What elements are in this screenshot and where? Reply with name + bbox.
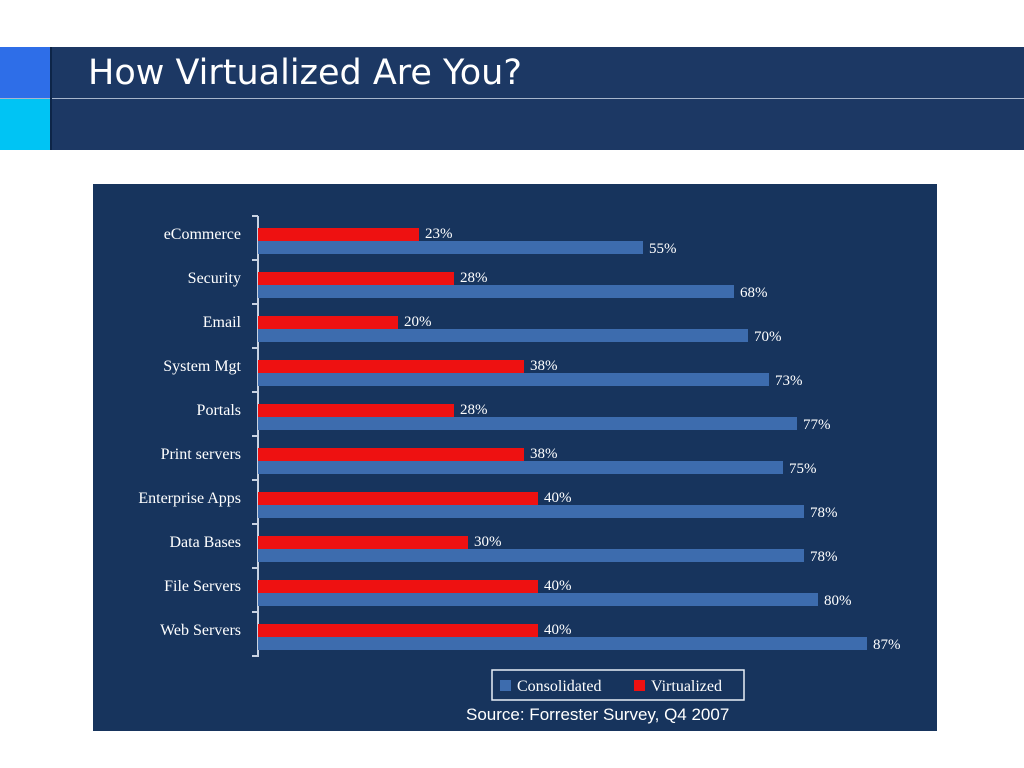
value-label-virtualized-print-servers: 38% [530,446,558,462]
category-label-print-servers: Print servers [161,446,241,463]
category-label-file-servers: File Servers [164,578,241,595]
value-label-consolidated-file-servers: 80% [824,593,852,609]
bar-consolidated-web-servers [258,637,867,650]
bar-virtualized-enterprise-apps [258,492,538,505]
bar-chart: eCommerce Security Email System Mgt Portals P… [138,215,901,724]
chart-source-note: Source: Forrester Survey, Q4 2007 [466,705,729,724]
bar-virtualized-system-mgt [258,360,524,373]
legend: Consolidated Virtualized [491,669,745,701]
bar-virtualized-security [258,272,454,285]
bar-consolidated-file-servers [258,593,818,606]
bar-consolidated-portals [258,417,797,430]
category-label-email: Email [203,314,242,331]
value-label-consolidated-portals: 77% [803,417,831,433]
legend-label-virtualized: Virtualized [651,678,722,695]
bar-virtualized-file-servers [258,580,538,593]
category-labels: eCommerce Security Email System Mgt Portals P… [138,226,241,639]
bar-consolidated-email [258,329,748,342]
category-label-web-servers: Web Servers [160,622,241,639]
bar-virtualized-portals [258,404,454,417]
category-label-enterprise-apps: Enterprise Apps [138,490,241,507]
value-label-virtualized-data-bases: 30% [474,534,502,550]
legend-swatch-consolidated [500,680,511,691]
bar-consolidated-security [258,285,734,298]
legend-box [491,669,745,701]
value-label-virtualized-email: 20% [404,314,432,330]
category-label-data-bases: Data Bases [169,534,241,551]
legend-swatch-virtualized [634,680,645,691]
bar-consolidated-ecommerce [258,241,643,254]
category-label-portals: Portals [197,402,241,419]
bar-series [258,228,867,650]
legend-label-consolidated: Consolidated [517,678,601,695]
bar-virtualized-data-bases [258,536,468,549]
slide-title: How Virtualized Are You? [88,53,522,93]
chart-panel: eCommerce Security Email System Mgt Portals P… [93,184,937,731]
bar-virtualized-ecommerce [258,228,419,241]
value-label-consolidated-email: 70% [754,329,782,345]
value-label-virtualized-ecommerce: 23% [425,226,453,242]
value-label-virtualized-enterprise-apps: 40% [544,490,572,506]
accent-square-top [0,47,50,98]
value-label-consolidated-security: 68% [740,285,768,301]
category-label-system-mgt: System Mgt [163,358,241,375]
value-label-consolidated-web-servers: 87% [873,637,901,653]
value-label-consolidated-enterprise-apps: 78% [810,505,838,521]
value-label-consolidated-data-bases: 78% [810,549,838,565]
value-label-virtualized-security: 28% [460,270,488,286]
value-label-consolidated-system-mgt: 73% [775,373,803,389]
value-label-consolidated-ecommerce: 55% [649,241,677,257]
value-label-virtualized-portals: 28% [460,402,488,418]
title-divider [0,98,1024,99]
value-label-virtualized-web-servers: 40% [544,622,572,638]
category-label-security: Security [188,270,241,287]
accent-square-bottom [0,99,50,150]
value-label-virtualized-file-servers: 40% [544,578,572,594]
bar-consolidated-enterprise-apps [258,505,804,518]
value-label-virtualized-system-mgt: 38% [530,358,558,374]
bar-consolidated-data-bases [258,549,804,562]
category-label-ecommerce: eCommerce [164,226,241,243]
accent-edge [50,47,52,150]
bar-consolidated-print-servers [258,461,783,474]
value-label-consolidated-print-servers: 75% [789,461,817,477]
value-labels: 23% 55% 28% 68% 20% 70% 38% 73% 28% 77% 38% 75% 40% 7… [404,226,901,653]
bar-virtualized-web-servers [258,624,538,637]
category-axis-ticks [252,215,258,657]
bar-virtualized-email [258,316,398,329]
bar-virtualized-print-servers [258,448,524,461]
bar-consolidated-system-mgt [258,373,769,386]
